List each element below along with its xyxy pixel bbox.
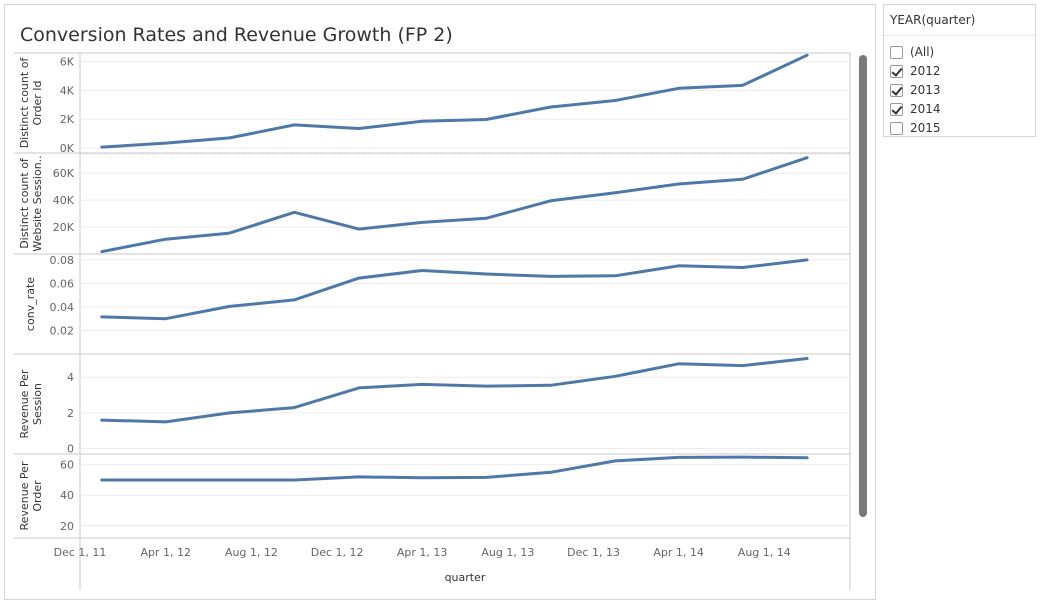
filter-option-2015[interactable]: 2015 xyxy=(890,119,941,137)
y-tick-label: 40 xyxy=(60,489,74,502)
y-tick-label: 0 xyxy=(67,443,74,456)
x-tick-label: Aug 1, 14 xyxy=(738,546,791,559)
y-tick-label: 6K xyxy=(60,56,75,69)
filter-title: YEAR(quarter) xyxy=(890,13,976,27)
x-tick-label: Dec 1, 11 xyxy=(54,546,107,559)
y-axis-title: Session xyxy=(31,383,44,425)
y-tick-label: 2K xyxy=(60,113,75,126)
y-tick-label: 0K xyxy=(60,142,75,155)
vertical-scrollbar[interactable] xyxy=(858,55,869,520)
checkbox[interactable] xyxy=(890,121,903,135)
y-tick-label: 40K xyxy=(53,194,75,207)
y-tick-label: 0.02 xyxy=(50,324,75,337)
y-tick-label: 60K xyxy=(53,167,75,180)
filter-option-label: 2012 xyxy=(910,64,941,78)
series-line xyxy=(100,258,809,321)
y-axis-title: Revenue Per xyxy=(18,369,31,438)
y-axis-title: Order Id xyxy=(31,81,44,126)
checkbox[interactable] xyxy=(890,83,903,97)
y-axis-title: Distinct count of xyxy=(18,157,31,249)
y-tick-label: 4K xyxy=(60,84,75,97)
y-tick-label: 60 xyxy=(60,459,74,472)
y-axis-title: Website Session.. xyxy=(31,155,44,251)
y-tick-label: 0.06 xyxy=(50,277,75,290)
y-axis-title: Distinct count of xyxy=(18,57,31,149)
y-tick-label: 20K xyxy=(53,221,75,234)
y-tick-label: 4 xyxy=(67,371,74,384)
filter-option-2012[interactable]: 2012 xyxy=(890,62,941,80)
y-tick-label: 0.08 xyxy=(50,254,75,267)
x-axis-title: quarter xyxy=(445,571,486,584)
series-line xyxy=(100,156,809,254)
series-line xyxy=(100,455,809,482)
x-tick-label: Aug 1, 13 xyxy=(481,546,534,559)
filter-divider xyxy=(884,35,1035,36)
y-axis-title: conv_rate xyxy=(24,277,37,331)
filter-option-label: 2013 xyxy=(910,83,941,97)
y-axis-title: Revenue Per xyxy=(18,461,31,530)
y-tick-label: 0.04 xyxy=(50,301,75,314)
y-axis-title: Order xyxy=(31,480,44,512)
x-tick-label: Apr 1, 12 xyxy=(140,546,191,559)
checkbox[interactable] xyxy=(890,64,903,78)
x-tick-label: Apr 1, 13 xyxy=(397,546,448,559)
checkbox[interactable] xyxy=(890,102,903,116)
series-line xyxy=(100,357,809,424)
filter-option-label: 2014 xyxy=(910,102,941,116)
x-tick-label: Apr 1, 14 xyxy=(653,546,704,559)
filter-option-2014[interactable]: 2014 xyxy=(890,100,941,118)
dashboard-title: Conversion Rates and Revenue Growth (FP … xyxy=(20,24,453,46)
dashboard-panel: Conversion Rates and Revenue Growth (FP … xyxy=(4,4,876,600)
y-tick-label: 2 xyxy=(67,407,74,420)
x-tick-label: Dec 1, 13 xyxy=(567,546,620,559)
filter-option-all[interactable]: (All) xyxy=(890,43,934,61)
x-tick-label: Dec 1, 12 xyxy=(311,546,364,559)
checkbox[interactable] xyxy=(890,45,903,59)
filter-option-2013[interactable]: 2013 xyxy=(890,81,941,99)
x-tick-label: Aug 1, 12 xyxy=(225,546,278,559)
filter-option-label: 2015 xyxy=(910,121,941,135)
year-quarter-filter: YEAR(quarter) (All) 2012 2013 2014 2015 xyxy=(883,4,1036,137)
series-line xyxy=(100,53,809,149)
y-tick-label: 20 xyxy=(60,520,74,533)
scroll-thumb[interactable] xyxy=(859,55,867,517)
filter-option-label: (All) xyxy=(910,45,935,59)
